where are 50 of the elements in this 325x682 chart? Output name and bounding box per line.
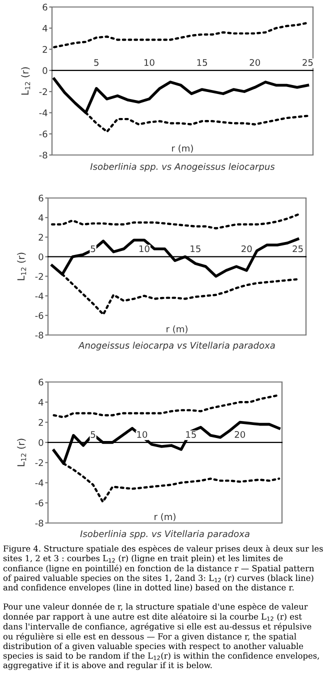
- y-axis-title: L$_{12}$ (r): [17, 438, 26, 466]
- line-series: [52, 394, 280, 418]
- x-tick-label: 20: [250, 59, 260, 66]
- x-tick-label: 15: [186, 431, 196, 438]
- y-tick-label: -6: [39, 130, 48, 138]
- y-tick-label: -4: [35, 292, 44, 300]
- y-tick-label: -2: [39, 88, 47, 95]
- x-tick-label: 5: [94, 59, 98, 66]
- x-tick-label: 15: [190, 245, 200, 252]
- line-series: [50, 214, 299, 230]
- line-series: [53, 22, 309, 48]
- y-tick-label: -6: [35, 312, 44, 319]
- y-tick-label: 6: [38, 194, 44, 202]
- y-tick-label: 6: [42, 4, 48, 11]
- text: Isoberlinia spp. vs Anogeissus leiocarpus: [90, 162, 275, 172]
- y-tick-label: -2: [35, 459, 43, 466]
- x-tick-label: 20: [234, 431, 246, 438]
- x-axis-title: r (m): [154, 513, 176, 522]
- y-axis-title: L$_{12}$ (r): [17, 252, 26, 280]
- text: Isoberlinia spp. vs Vitellaria paradoxa: [80, 530, 250, 539]
- text: Figure 4. Structure spatiale des espèces de valeur prises deux à deux sur les sites 1, 2 et 3 : courbes L$_{12}$ (r) (ligne en trait plein) et les limites de confiance (ligne en pointillé) en fonction de la distance r — Spatial pattern of paired valuable species on the sites 1, 2and 3: L$_{12}$ (r) curves (black line) and confidence envelopes (line in dotted line) based on the distance r.: [3, 545, 323, 592]
- y-tick-label: 2: [38, 419, 43, 426]
- x-tick-label: 20: [242, 245, 252, 252]
- y-axis-title: L$_{12}$ (r): [21, 67, 30, 95]
- y-tick-label: -8: [35, 332, 44, 339]
- text: Anogeissus leiocarpa vs Vitellaria paradoxa: [78, 342, 275, 350]
- y-tick-label: 6: [38, 378, 44, 386]
- x-tick-label: 10: [144, 59, 154, 66]
- x-axis-title: r (m): [172, 144, 193, 153]
- y-tick-label: -2: [35, 273, 43, 280]
- y-tick-label: 0: [42, 67, 48, 74]
- x-tick-label: 10: [139, 245, 150, 252]
- y-tick-label: 4: [42, 24, 48, 32]
- text: Pour une valeur donnée de r, la structure spatiale d'une espèce de valeur donnée par rapport à une autre est dite aléatoire si la courbe L$_{12}$ (r) est dans l'intervalle de confiance, agrégative si elle est au-dessus et répulsive ou régulière si elle est en dessous — For a given distance r, the spatial distribution of a given valuable species with respect to another valuable species is said to be random if the L$_{12}$(r) is within the confidence envelopes, aggregative if it is above and regular if it is below.: [3, 603, 319, 670]
- y-tick-label: 2: [42, 46, 47, 53]
- x-tick-label: 25: [302, 59, 313, 66]
- y-tick-label: -4: [39, 110, 48, 116]
- y-tick-label: 2: [38, 234, 43, 241]
- y-tick-label: 4: [38, 398, 44, 406]
- y-tick-label: -8: [35, 520, 44, 527]
- x-axis-title: r (m): [166, 325, 188, 334]
- y-tick-label: 4: [38, 214, 44, 221]
- x-tick-label: 25: [292, 245, 303, 252]
- x-tick-label: 10: [137, 431, 148, 438]
- y-tick-label: 0: [38, 253, 44, 260]
- y-tick-label: -6: [35, 500, 44, 506]
- y-tick-label: -4: [35, 480, 44, 486]
- y-tick-label: 0: [38, 439, 44, 446]
- y-tick-label: -8: [39, 152, 48, 159]
- x-tick-label: 15: [197, 59, 208, 66]
